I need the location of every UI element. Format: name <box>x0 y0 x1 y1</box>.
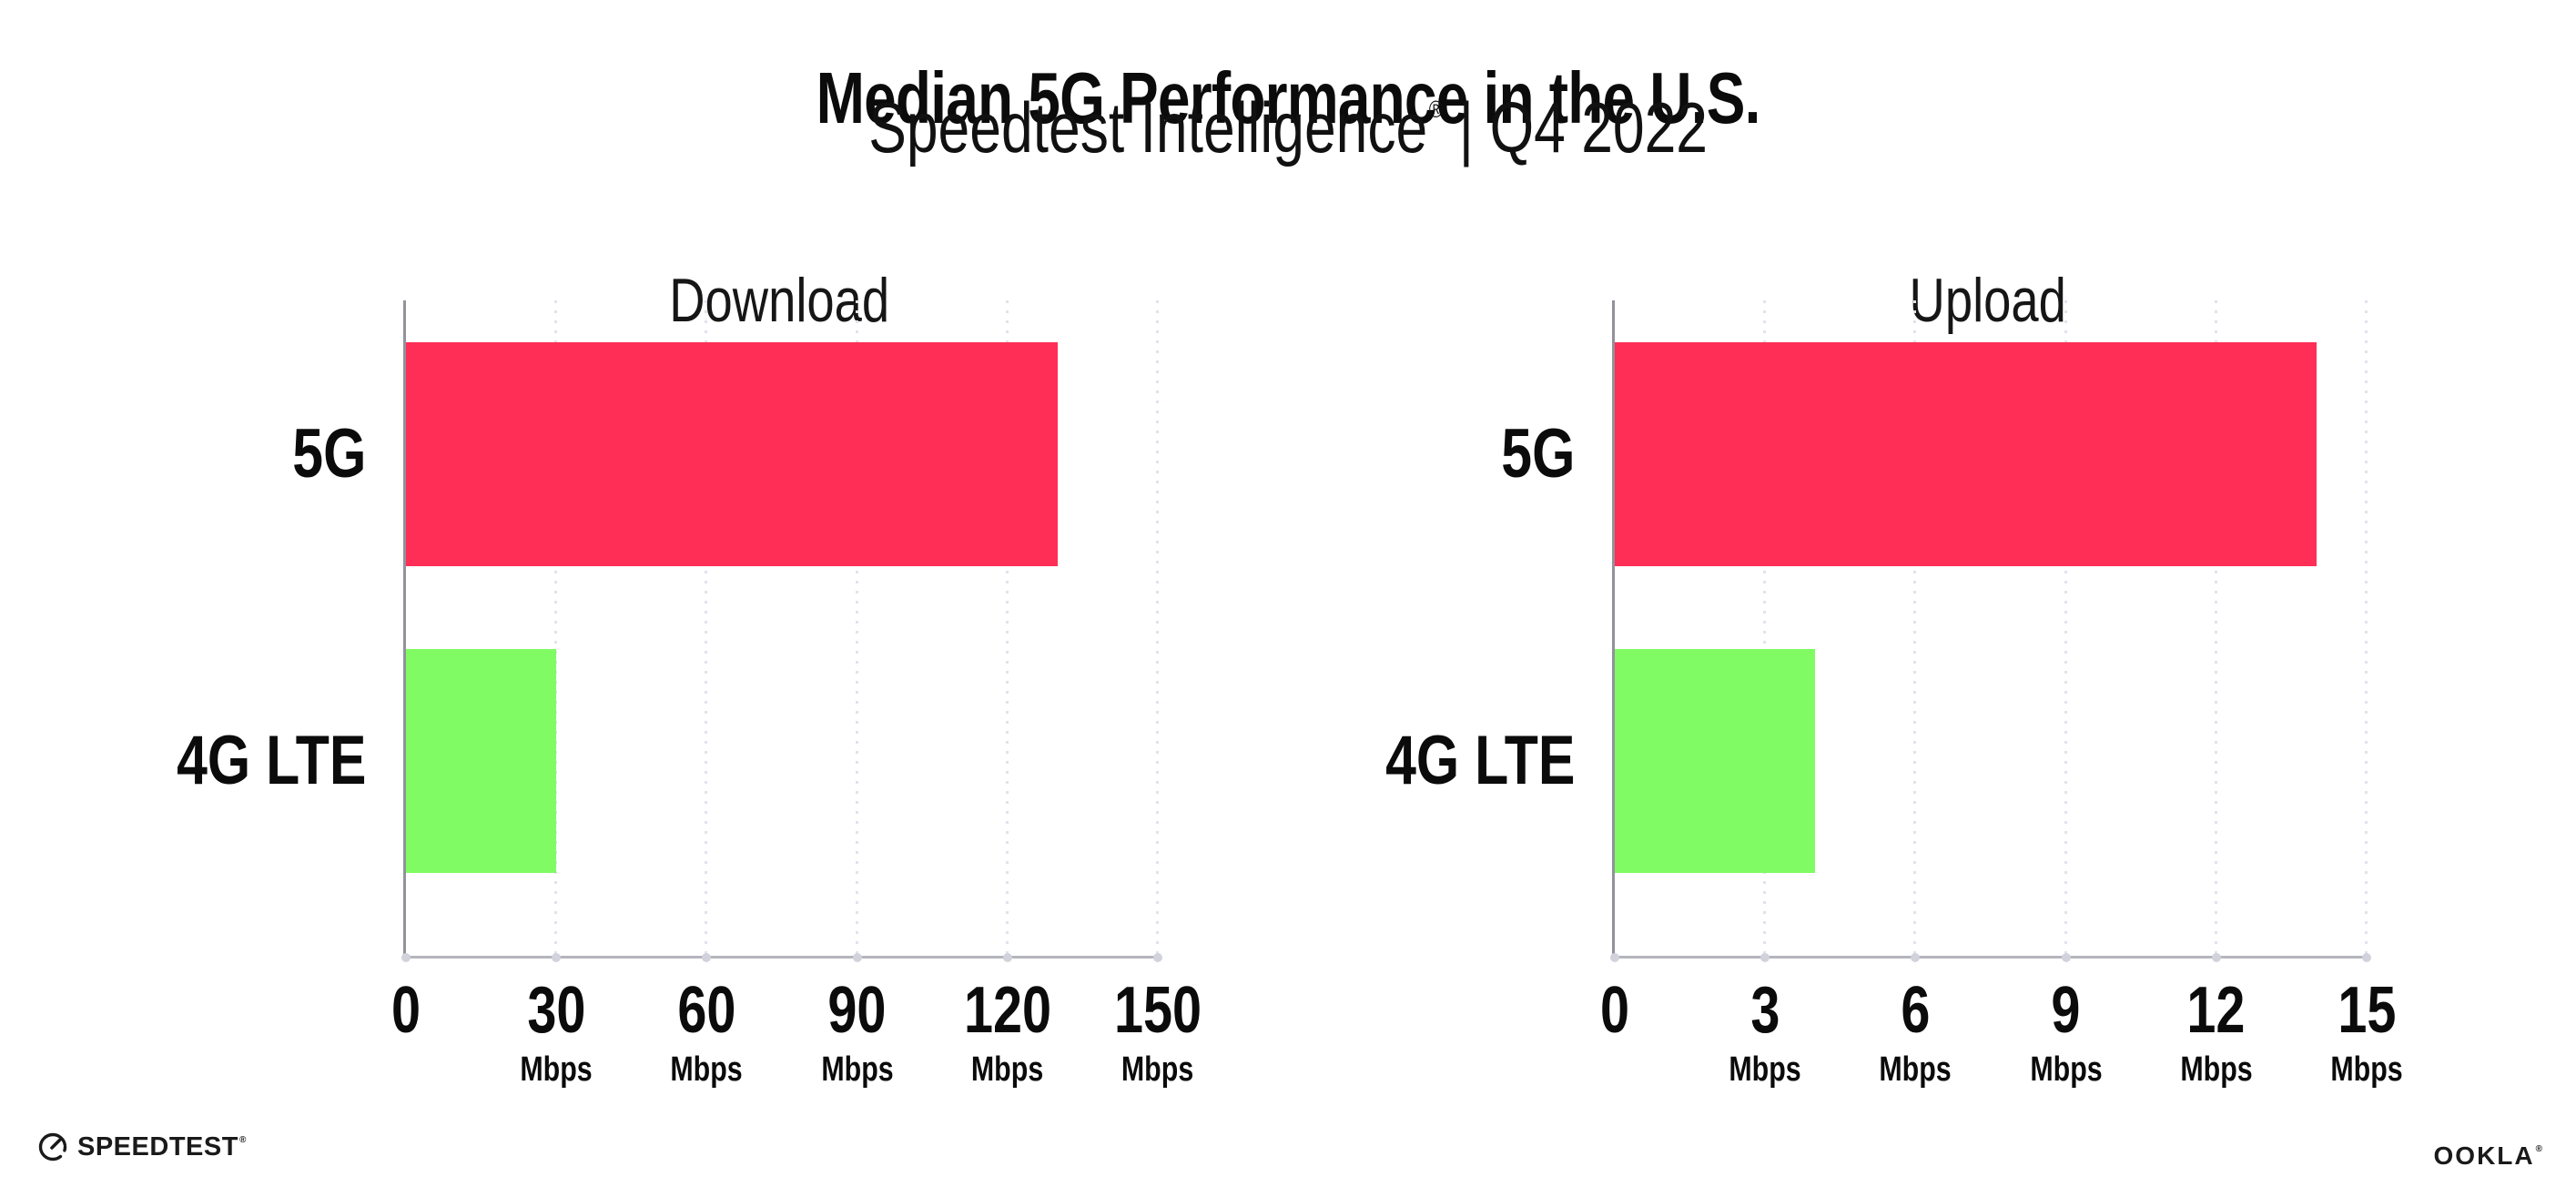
x-tick-value: 0 <box>390 974 421 1047</box>
x-tick-label: 0 <box>1597 978 1633 1043</box>
speedometer-gauge-icon <box>38 1132 67 1161</box>
x-tick-value: 15 <box>2337 974 2397 1047</box>
x-tick-label: 12 Mbps <box>2171 978 2261 1087</box>
speedtest-logo: SPEEDTEST® <box>36 1131 247 1163</box>
x-tick-value: 0 <box>1599 974 1630 1047</box>
axis-tick-dot <box>552 953 562 962</box>
gridline <box>855 300 858 956</box>
x-tick-label: 30 Mbps <box>512 978 602 1087</box>
page-title: Median 5G Performance in the U.S. <box>0 56 2576 138</box>
category-label-text: 4G LTE <box>176 722 366 799</box>
axis-tick-dot <box>1760 953 1770 962</box>
bar-5g <box>406 342 1058 566</box>
axis-tick-dot <box>1002 953 1012 962</box>
speedtest-wordmark-text: SPEEDTEST <box>77 1131 238 1161</box>
x-tick-label: 3 Mbps <box>1720 978 1810 1087</box>
x-tick-unit: Mbps <box>2330 1050 2403 1089</box>
x-tick-value: 9 <box>2051 974 2081 1047</box>
subtitle-period: Q4 2022 <box>1489 87 1708 167</box>
x-tick-value: 6 <box>1901 974 1931 1047</box>
x-tick-unit: Mbps <box>2029 1050 2103 1089</box>
axis-tick-dot <box>401 953 411 962</box>
gridline <box>2214 300 2217 956</box>
axis-tick-dot <box>1610 953 1619 962</box>
x-tick-label: 6 Mbps <box>1871 978 1961 1087</box>
x-tick-unit: Mbps <box>820 1050 894 1089</box>
speedtest-registered-mark: ® <box>238 1134 247 1145</box>
plot-area: 0 3 Mbps 6 Mbps 9 Mbps 12 Mbps 15 Mbps 5G 4G LTE <box>1385 300 2403 1087</box>
speedtest-wordmark: SPEEDTEST® <box>77 1131 247 1161</box>
axis-tick-dot <box>2362 953 2371 962</box>
x-tick-value: 120 <box>963 974 1051 1047</box>
x-tick-value: 60 <box>677 974 736 1047</box>
x-tick-label: 60 Mbps <box>662 978 752 1087</box>
x-tick-value: 150 <box>1113 974 1202 1047</box>
axis-tick-dot <box>2061 953 2071 962</box>
category-label-text: 4G LTE <box>1384 722 1575 799</box>
x-tick-unit: Mbps <box>971 1050 1044 1089</box>
bar-4g-lte <box>1615 649 1816 873</box>
axis-tick-dot <box>2211 953 2221 962</box>
x-tick-unit: Mbps <box>2180 1050 2253 1089</box>
gridline <box>1913 300 1917 956</box>
x-tick-value: 3 <box>1750 974 1780 1047</box>
axis-tick-dot <box>1911 953 1921 962</box>
upload-chart-title-text: Upload <box>1909 266 2067 336</box>
axis-tick-dot <box>852 953 862 962</box>
gridline <box>1156 300 1159 956</box>
gridline <box>2365 300 2368 956</box>
gridline <box>705 300 708 956</box>
bar-5g <box>1615 342 2317 566</box>
category-label: 4G LTE <box>129 649 366 873</box>
subtitle-brand: Speedtest Intelligence <box>868 87 1428 167</box>
ookla-wordmark-text: OOKLA <box>2433 1141 2535 1170</box>
x-tick-label: 150 Mbps <box>1103 978 1212 1087</box>
ookla-registered-mark: ® <box>2535 1144 2544 1154</box>
x-tick-label: 9 Mbps <box>2021 978 2111 1087</box>
page-subtitle: Speedtest Intelligence® | Q4 2022 <box>0 90 2576 166</box>
category-label-text: 5G <box>1500 415 1575 492</box>
subtitle-separator: | <box>1458 87 1474 167</box>
plot-area: 0 30 Mbps 60 Mbps 90 Mbps 120 Mbps 150 Mbps 5G 4G LT… <box>177 300 1202 1087</box>
x-tick-label: 90 Mbps <box>812 978 902 1087</box>
x-tick-label: 15 Mbps <box>2321 978 2411 1087</box>
x-tick-value: 12 <box>2186 974 2246 1047</box>
x-tick-unit: Mbps <box>1729 1050 1801 1089</box>
gridline <box>554 300 558 956</box>
bar-4g-lte <box>406 649 557 873</box>
x-tick-unit: Mbps <box>1879 1050 1952 1089</box>
upload-chart-title: Upload <box>1612 269 2364 331</box>
gridline <box>1763 300 1767 956</box>
gridline <box>2064 300 2067 956</box>
x-tick-unit: Mbps <box>1121 1050 1194 1089</box>
axis-tick-dot <box>1153 953 1162 962</box>
category-label: 5G <box>274 342 366 566</box>
x-tick-value: 90 <box>827 974 887 1047</box>
category-label: 5G <box>1483 342 1575 566</box>
page-title-text: Median 5G Performance in the U.S. <box>816 56 1761 138</box>
subtitle-line: Speedtest Intelligence® | Q4 2022 <box>868 90 1708 166</box>
x-tick-label: 0 <box>388 978 424 1043</box>
registered-trademark-mark: ® <box>1428 96 1444 123</box>
ookla-logo: OOKLA® <box>2434 1143 2544 1169</box>
gridline <box>1005 300 1009 956</box>
x-tick-unit: Mbps <box>520 1050 593 1089</box>
category-label-text: 5G <box>291 415 366 492</box>
x-tick-label: 120 Mbps <box>953 978 1062 1087</box>
category-label: 4G LTE <box>1338 649 1575 873</box>
x-tick-unit: Mbps <box>670 1050 744 1089</box>
axis-tick-dot <box>702 953 712 962</box>
x-tick-value: 30 <box>527 974 586 1047</box>
